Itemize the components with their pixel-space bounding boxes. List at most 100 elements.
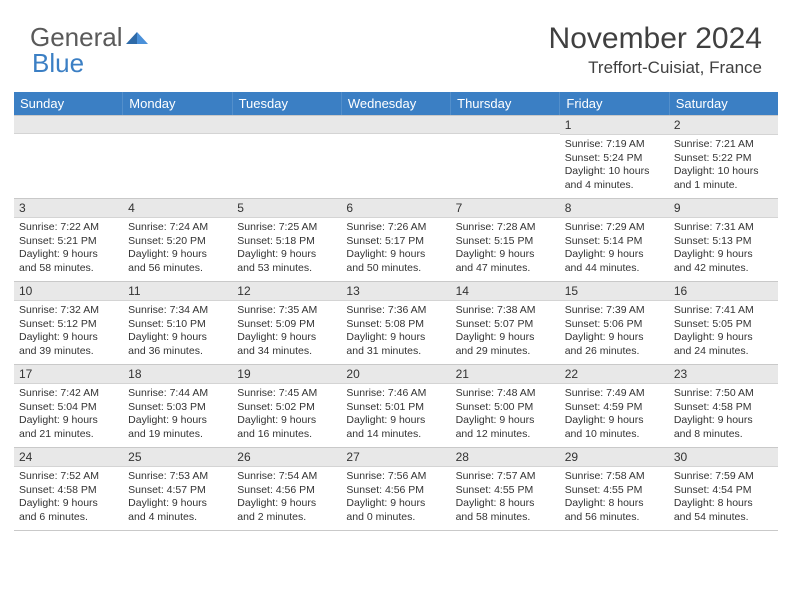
daylight-text: and 56 minutes.	[128, 262, 227, 276]
daylight-text: and 39 minutes.	[19, 345, 118, 359]
day-number: 9	[669, 199, 778, 218]
day-number: 7	[451, 199, 560, 218]
sunset-text: Sunset: 5:15 PM	[456, 235, 555, 249]
sunrise-text: Sunrise: 7:26 AM	[346, 221, 445, 235]
daylight-text: Daylight: 8 hours	[674, 497, 773, 511]
day-cell	[14, 116, 123, 198]
sunrise-text: Sunrise: 7:42 AM	[19, 387, 118, 401]
day-cell: 18Sunrise: 7:44 AMSunset: 5:03 PMDayligh…	[123, 365, 232, 447]
day-info: Sunrise: 7:28 AMSunset: 5:15 PMDaylight:…	[451, 218, 560, 280]
daylight-text: and 8 minutes.	[674, 428, 773, 442]
day-number: 27	[341, 448, 450, 467]
day-cell: 26Sunrise: 7:54 AMSunset: 4:56 PMDayligh…	[232, 448, 341, 530]
daylight-text: Daylight: 9 hours	[674, 248, 773, 262]
day-cell: 5Sunrise: 7:25 AMSunset: 5:18 PMDaylight…	[232, 199, 341, 281]
day-info: Sunrise: 7:44 AMSunset: 5:03 PMDaylight:…	[123, 384, 232, 446]
day-info: Sunrise: 7:38 AMSunset: 5:07 PMDaylight:…	[451, 301, 560, 363]
day-cell: 28Sunrise: 7:57 AMSunset: 4:55 PMDayligh…	[451, 448, 560, 530]
day-cell	[451, 116, 560, 198]
day-info: Sunrise: 7:53 AMSunset: 4:57 PMDaylight:…	[123, 467, 232, 529]
daylight-text: Daylight: 9 hours	[128, 248, 227, 262]
day-number-blank	[123, 116, 232, 134]
day-number: 10	[14, 282, 123, 301]
day-number-blank	[341, 116, 450, 134]
day-info: Sunrise: 7:29 AMSunset: 5:14 PMDaylight:…	[560, 218, 669, 280]
sunrise-text: Sunrise: 7:48 AM	[456, 387, 555, 401]
sunset-text: Sunset: 4:56 PM	[237, 484, 336, 498]
day-info: Sunrise: 7:36 AMSunset: 5:08 PMDaylight:…	[341, 301, 450, 363]
sunset-text: Sunset: 5:00 PM	[456, 401, 555, 415]
daylight-text: and 16 minutes.	[237, 428, 336, 442]
sunset-text: Sunset: 4:58 PM	[674, 401, 773, 415]
day-cell: 1Sunrise: 7:19 AMSunset: 5:24 PMDaylight…	[560, 116, 669, 198]
daylight-text: Daylight: 9 hours	[237, 497, 336, 511]
daylight-text: Daylight: 9 hours	[19, 248, 118, 262]
day-cell: 10Sunrise: 7:32 AMSunset: 5:12 PMDayligh…	[14, 282, 123, 364]
day-info: Sunrise: 7:32 AMSunset: 5:12 PMDaylight:…	[14, 301, 123, 363]
day-number: 16	[669, 282, 778, 301]
daylight-text: Daylight: 10 hours	[674, 165, 773, 179]
day-number: 20	[341, 365, 450, 384]
title-block: November 2024 Treffort-Cuisiat, France	[549, 22, 762, 78]
daylight-text: and 58 minutes.	[19, 262, 118, 276]
sunset-text: Sunset: 4:55 PM	[456, 484, 555, 498]
sunset-text: Sunset: 5:04 PM	[19, 401, 118, 415]
day-cell: 8Sunrise: 7:29 AMSunset: 5:14 PMDaylight…	[560, 199, 669, 281]
day-number: 6	[341, 199, 450, 218]
day-number: 12	[232, 282, 341, 301]
sunset-text: Sunset: 5:12 PM	[19, 318, 118, 332]
daylight-text: Daylight: 9 hours	[456, 331, 555, 345]
daylight-text: and 10 minutes.	[565, 428, 664, 442]
day-number-blank	[14, 116, 123, 134]
day-info: Sunrise: 7:54 AMSunset: 4:56 PMDaylight:…	[232, 467, 341, 529]
day-cell: 27Sunrise: 7:56 AMSunset: 4:56 PMDayligh…	[341, 448, 450, 530]
daylight-text: and 2 minutes.	[237, 511, 336, 525]
daylight-text: and 31 minutes.	[346, 345, 445, 359]
daylight-text: Daylight: 9 hours	[237, 414, 336, 428]
month-title: November 2024	[549, 22, 762, 56]
sunset-text: Sunset: 5:09 PM	[237, 318, 336, 332]
day-cell: 9Sunrise: 7:31 AMSunset: 5:13 PMDaylight…	[669, 199, 778, 281]
sunrise-text: Sunrise: 7:38 AM	[456, 304, 555, 318]
sunrise-text: Sunrise: 7:46 AM	[346, 387, 445, 401]
sunset-text: Sunset: 4:55 PM	[565, 484, 664, 498]
sunrise-text: Sunrise: 7:49 AM	[565, 387, 664, 401]
day-cell: 13Sunrise: 7:36 AMSunset: 5:08 PMDayligh…	[341, 282, 450, 364]
day-info: Sunrise: 7:22 AMSunset: 5:21 PMDaylight:…	[14, 218, 123, 280]
day-cell: 4Sunrise: 7:24 AMSunset: 5:20 PMDaylight…	[123, 199, 232, 281]
weekday-saturday: Saturday	[670, 92, 778, 115]
day-cell: 16Sunrise: 7:41 AMSunset: 5:05 PMDayligh…	[669, 282, 778, 364]
sunrise-text: Sunrise: 7:54 AM	[237, 470, 336, 484]
day-info: Sunrise: 7:52 AMSunset: 4:58 PMDaylight:…	[14, 467, 123, 529]
daylight-text: Daylight: 9 hours	[456, 248, 555, 262]
daylight-text: Daylight: 9 hours	[19, 331, 118, 345]
daylight-text: Daylight: 9 hours	[237, 331, 336, 345]
day-cell: 3Sunrise: 7:22 AMSunset: 5:21 PMDaylight…	[14, 199, 123, 281]
day-number: 23	[669, 365, 778, 384]
day-cell	[123, 116, 232, 198]
day-info: Sunrise: 7:24 AMSunset: 5:20 PMDaylight:…	[123, 218, 232, 280]
day-number: 4	[123, 199, 232, 218]
week-row: 17Sunrise: 7:42 AMSunset: 5:04 PMDayligh…	[14, 365, 778, 448]
day-cell: 21Sunrise: 7:48 AMSunset: 5:00 PMDayligh…	[451, 365, 560, 447]
sunset-text: Sunset: 5:03 PM	[128, 401, 227, 415]
weekday-tuesday: Tuesday	[233, 92, 342, 115]
day-info: Sunrise: 7:48 AMSunset: 5:00 PMDaylight:…	[451, 384, 560, 446]
sunrise-text: Sunrise: 7:45 AM	[237, 387, 336, 401]
daylight-text: Daylight: 9 hours	[128, 331, 227, 345]
day-info: Sunrise: 7:35 AMSunset: 5:09 PMDaylight:…	[232, 301, 341, 363]
daylight-text: and 34 minutes.	[237, 345, 336, 359]
day-info: Sunrise: 7:41 AMSunset: 5:05 PMDaylight:…	[669, 301, 778, 363]
day-cell: 2Sunrise: 7:21 AMSunset: 5:22 PMDaylight…	[669, 116, 778, 198]
weekday-row: Sunday Monday Tuesday Wednesday Thursday…	[14, 92, 778, 115]
sunset-text: Sunset: 5:08 PM	[346, 318, 445, 332]
day-cell: 29Sunrise: 7:58 AMSunset: 4:55 PMDayligh…	[560, 448, 669, 530]
day-cell	[232, 116, 341, 198]
sunset-text: Sunset: 5:18 PM	[237, 235, 336, 249]
daylight-text: Daylight: 9 hours	[565, 414, 664, 428]
daylight-text: Daylight: 9 hours	[346, 331, 445, 345]
day-info: Sunrise: 7:26 AMSunset: 5:17 PMDaylight:…	[341, 218, 450, 280]
sunrise-text: Sunrise: 7:19 AM	[565, 138, 664, 152]
day-info: Sunrise: 7:45 AMSunset: 5:02 PMDaylight:…	[232, 384, 341, 446]
weekday-wednesday: Wednesday	[342, 92, 451, 115]
